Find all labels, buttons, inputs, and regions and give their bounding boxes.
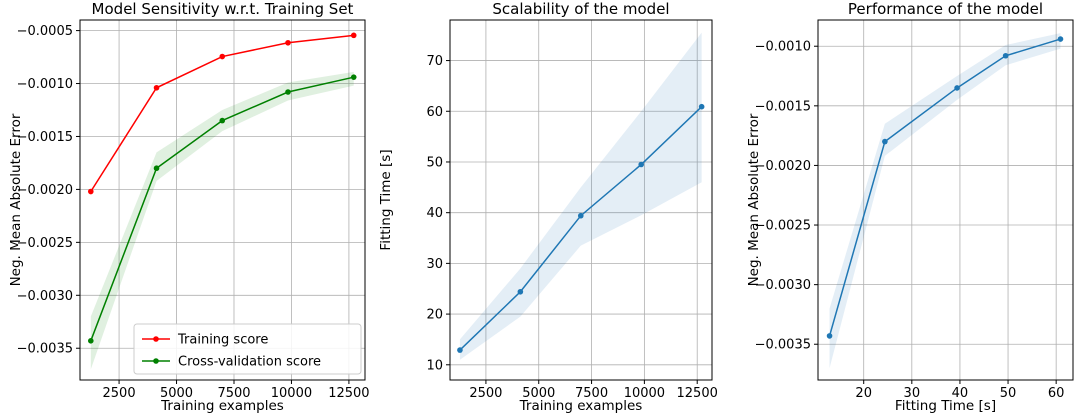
x-tick-label: 30: [904, 386, 921, 401]
axes-frame: [79, 19, 366, 381]
data-point: [698, 103, 705, 110]
x-tick-label: 50: [1000, 386, 1017, 401]
y-tick-label: −0.0025: [17, 236, 73, 251]
data-point: [350, 74, 357, 80]
legend-label: Cross-validation score: [178, 355, 321, 370]
data-point: [1002, 52, 1009, 59]
x-tick-label: 20: [855, 386, 872, 401]
x-tick-label: 12500: [677, 386, 718, 401]
y-axis-label: Neg. Mean Absolute Error: [746, 113, 762, 286]
data-point: [285, 89, 291, 95]
x-tick-label: 10000: [271, 386, 312, 401]
chart-title: Scalability of the model: [492, 0, 669, 18]
y-axis-label: Neg. Mean Absolute Error: [8, 113, 24, 286]
data-point: [88, 338, 94, 344]
y-tick-label: 20: [426, 308, 443, 323]
y-tick-label: −0.0005: [17, 24, 73, 39]
chart-title: Model Sensitivity w.r.t. Training Set: [92, 0, 354, 18]
x-tick-label: 10000: [624, 386, 665, 401]
y-tick-label: 50: [426, 155, 443, 170]
data-point: [517, 288, 524, 295]
data-point: [882, 138, 888, 145]
x-tick-label: 5000: [160, 386, 193, 401]
y-tick-label: 10: [426, 358, 443, 373]
legend: Training score Cross-validation score: [133, 323, 362, 375]
data-point: [88, 188, 94, 195]
x-tick-label: 7500: [217, 386, 250, 401]
data-point: [638, 161, 645, 168]
data-point: [350, 32, 357, 39]
data-point: [954, 85, 960, 91]
data-point: [153, 165, 160, 172]
confidence-band: [459, 32, 702, 360]
data-point: [1057, 36, 1064, 42]
x-tick-label: 2500: [469, 386, 502, 401]
x-axis-label: Fitting Time [s]: [895, 398, 996, 413]
y-tick-label: −0.0015: [755, 99, 811, 114]
series-line: [828, 38, 1061, 337]
y-axis-label: Fitting Time [s]: [378, 149, 394, 250]
x-tick-label: 5000: [522, 386, 555, 401]
confidence-band: [829, 33, 1061, 369]
y-tick-label: 40: [426, 206, 443, 221]
legend-box: [133, 323, 362, 375]
y-tick-label: −0.0035: [755, 338, 811, 353]
x-tick-label: 40: [952, 386, 969, 401]
data-point: [153, 84, 160, 91]
x-axis-label: Training examples: [519, 398, 643, 413]
y-tick-label: −0.0030: [755, 278, 811, 293]
data-point: [826, 333, 833, 339]
data-point: [219, 53, 226, 60]
y-tick-label: 30: [426, 257, 443, 272]
grid: [450, 20, 712, 380]
y-tick-label: −0.0025: [755, 219, 811, 234]
chart-2: 2500 5000 7500 10000 12500 10 20 30 40 50 60 70 Scal…: [378, 0, 718, 413]
data-point: [285, 39, 291, 46]
axes-frame: [449, 19, 713, 381]
data-point: [457, 347, 463, 353]
y-tick-label: 60: [426, 105, 443, 120]
chart-title: Performance of the model: [848, 0, 1043, 18]
y-tick-label: −0.0010: [755, 40, 811, 55]
chart-3: 20 30 40 50 60 −0.0035 −0.0030 −0.0025 −0.0020 −0…: [746, 0, 1074, 413]
x-tick-label: 7500: [575, 386, 608, 401]
x-axis-label: Training examples: [160, 398, 284, 413]
y-tick-label: −0.0020: [755, 159, 811, 174]
data-point: [219, 117, 226, 124]
y-tick-label: 70: [426, 54, 443, 69]
x-tick-label: 12500: [328, 386, 369, 401]
data-point: [577, 212, 584, 219]
legend-marker: [153, 358, 159, 364]
legend-marker: [153, 336, 159, 342]
y-tick-label: −0.0015: [17, 130, 73, 145]
grid: [818, 20, 1073, 380]
chart-1: 2500 5000 7500 10000 12500 −0.0035 −0.0030 −0.0…: [8, 0, 370, 413]
axes-frame: [817, 19, 1074, 381]
x-tick-label: 60: [1048, 386, 1065, 401]
y-tick-label: −0.0035: [17, 342, 73, 357]
y-tick-label: −0.0030: [17, 289, 73, 304]
x-tick-label: 2500: [103, 386, 136, 401]
y-tick-label: −0.0010: [17, 77, 73, 92]
y-tick-label: −0.0020: [17, 183, 73, 198]
legend-label: Training score: [177, 333, 268, 348]
